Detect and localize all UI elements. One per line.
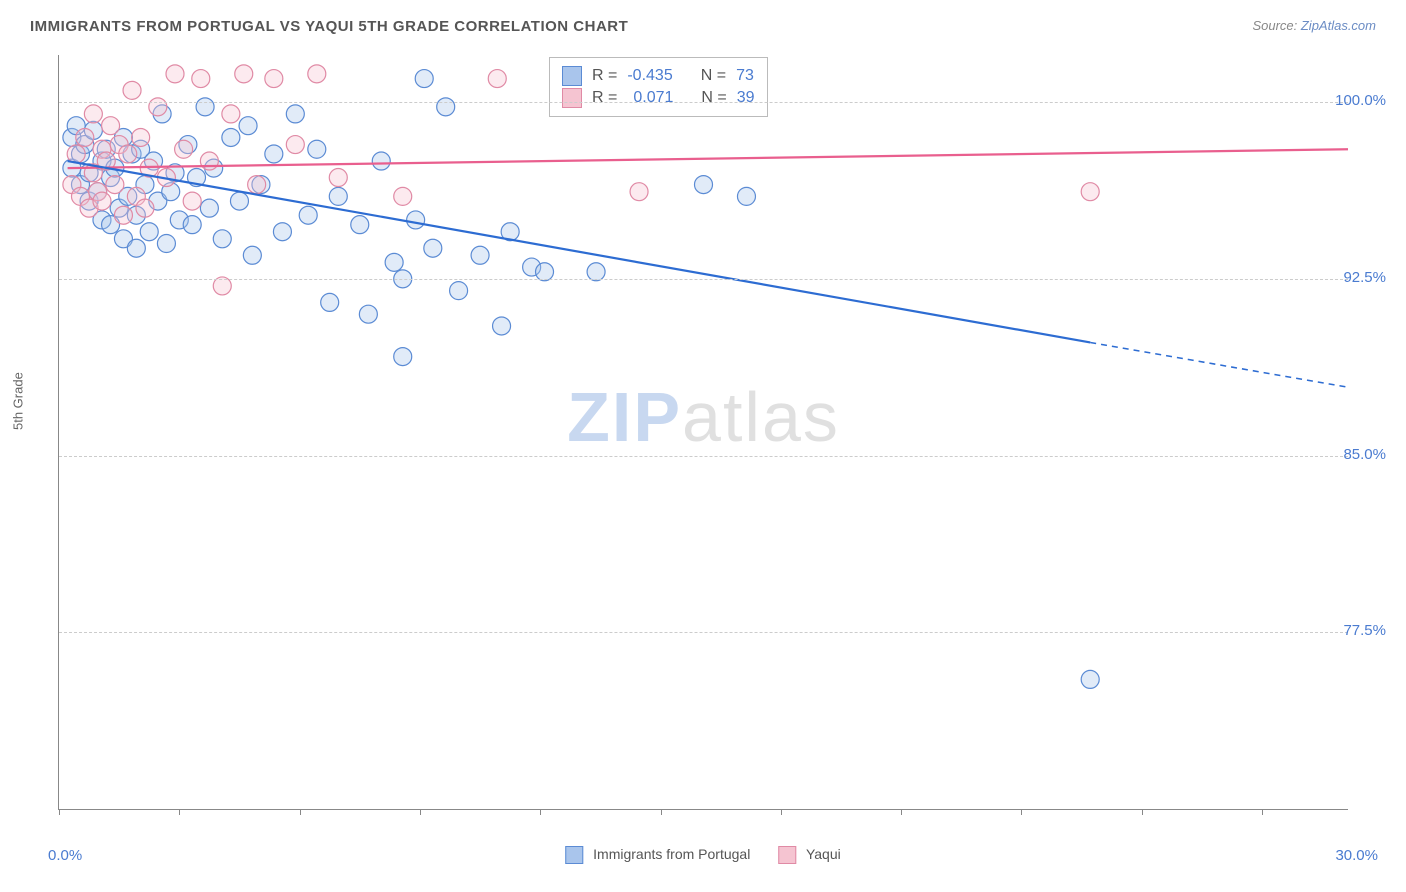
- stats-row-series-1: R = -0.435 N = 73: [562, 66, 755, 86]
- legend-label-1: Immigrants from Portugal: [593, 846, 750, 862]
- n-value-2: 39: [737, 89, 755, 107]
- legend-swatch-1: [565, 846, 583, 864]
- r-value-2: 0.071: [633, 89, 673, 107]
- y-tick-label: 85.0%: [1343, 446, 1386, 463]
- n-label-2: N =: [701, 89, 726, 107]
- source-value: ZipAtlas.com: [1301, 18, 1376, 33]
- legend-swatch-series-1: [562, 66, 582, 86]
- x-axis-max-label: 30.0%: [1335, 847, 1378, 864]
- r-value-1: -0.435: [627, 67, 672, 85]
- correlation-stats-box: R = -0.435 N = 73 R = 0.071 N = 39: [549, 57, 768, 117]
- r-label-2: R =: [592, 89, 617, 107]
- legend-swatch-series-2: [562, 88, 582, 108]
- n-value-1: 73: [736, 67, 754, 85]
- legend-item-1: Immigrants from Portugal: [565, 846, 750, 864]
- stats-row-series-2: R = 0.071 N = 39: [562, 88, 755, 108]
- legend-swatch-2: [778, 846, 796, 864]
- legend-item-2: Yaqui: [778, 846, 840, 864]
- y-tick-label: 100.0%: [1335, 92, 1386, 109]
- chart-svg: [59, 55, 1348, 809]
- chart-title: IMMIGRANTS FROM PORTUGAL VS YAQUI 5TH GR…: [30, 18, 628, 35]
- x-axis-min-label: 0.0%: [48, 847, 82, 864]
- y-axis-label: 5th Grade: [11, 372, 26, 430]
- source-label: Source:: [1252, 18, 1300, 33]
- source-attribution: Source: ZipAtlas.com: [1252, 18, 1376, 33]
- plot-area: ZIPatlas R = -0.435 N = 73 R = 0.071 N =…: [58, 55, 1348, 810]
- n-label-1: N =: [701, 67, 726, 85]
- y-tick-label: 77.5%: [1343, 622, 1386, 639]
- bottom-legend: Immigrants from Portugal Yaqui: [565, 846, 840, 864]
- y-tick-label: 92.5%: [1343, 269, 1386, 286]
- legend-label-2: Yaqui: [806, 846, 841, 862]
- r-label-1: R =: [592, 67, 617, 85]
